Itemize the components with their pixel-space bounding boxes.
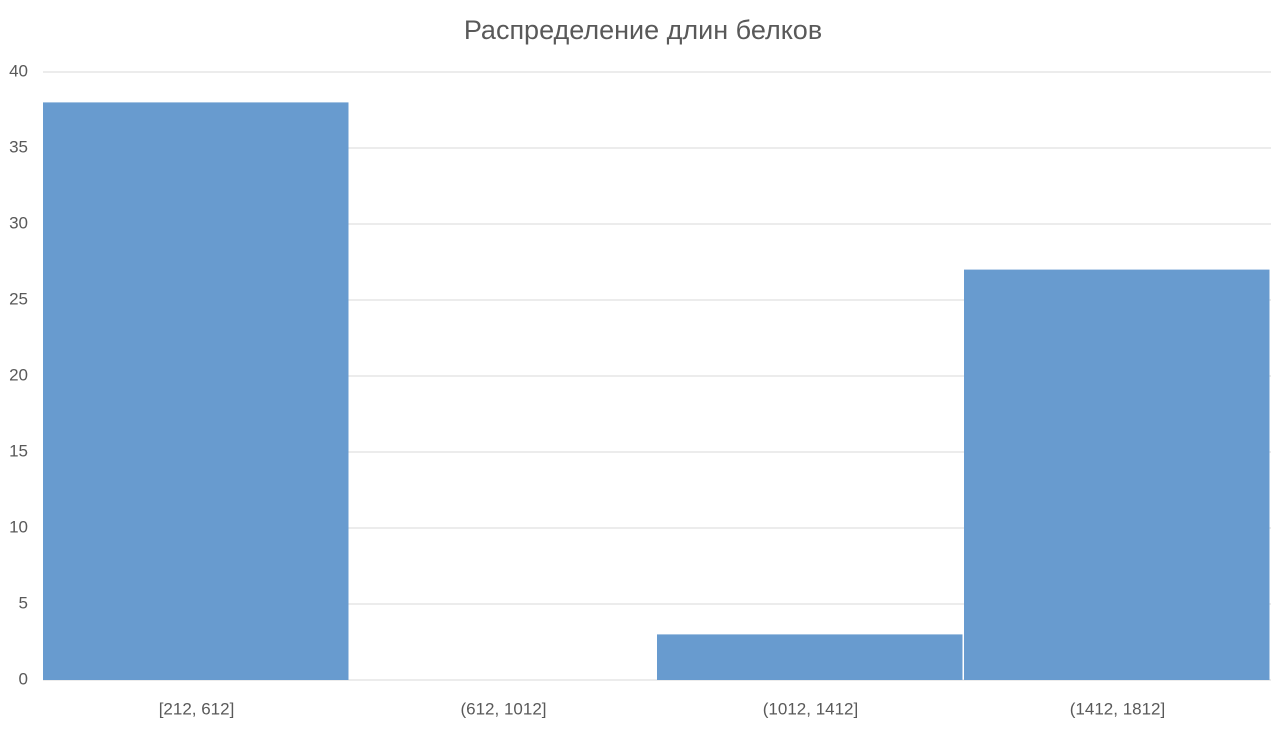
x-tick-label: [212, 612] bbox=[159, 699, 235, 718]
bar bbox=[43, 102, 349, 680]
y-tick-label: 0 bbox=[19, 669, 28, 688]
y-tick-label: 10 bbox=[9, 517, 28, 536]
y-tick-label: 5 bbox=[19, 593, 28, 612]
y-tick-label: 40 bbox=[9, 61, 28, 80]
bar bbox=[657, 634, 963, 680]
chart-title: Распределение длин белков bbox=[464, 15, 822, 45]
y-tick-label: 30 bbox=[9, 213, 28, 232]
x-tick-label: (1012, 1412] bbox=[763, 699, 858, 718]
x-tick-label: (1412, 1812] bbox=[1070, 699, 1165, 718]
y-tick-label: 25 bbox=[9, 289, 28, 308]
y-tick-label: 15 bbox=[9, 441, 28, 460]
y-tick-label: 20 bbox=[9, 365, 28, 384]
x-tick-label: (612, 1012] bbox=[460, 699, 546, 718]
bar bbox=[964, 269, 1270, 680]
y-tick-label: 35 bbox=[9, 137, 28, 156]
